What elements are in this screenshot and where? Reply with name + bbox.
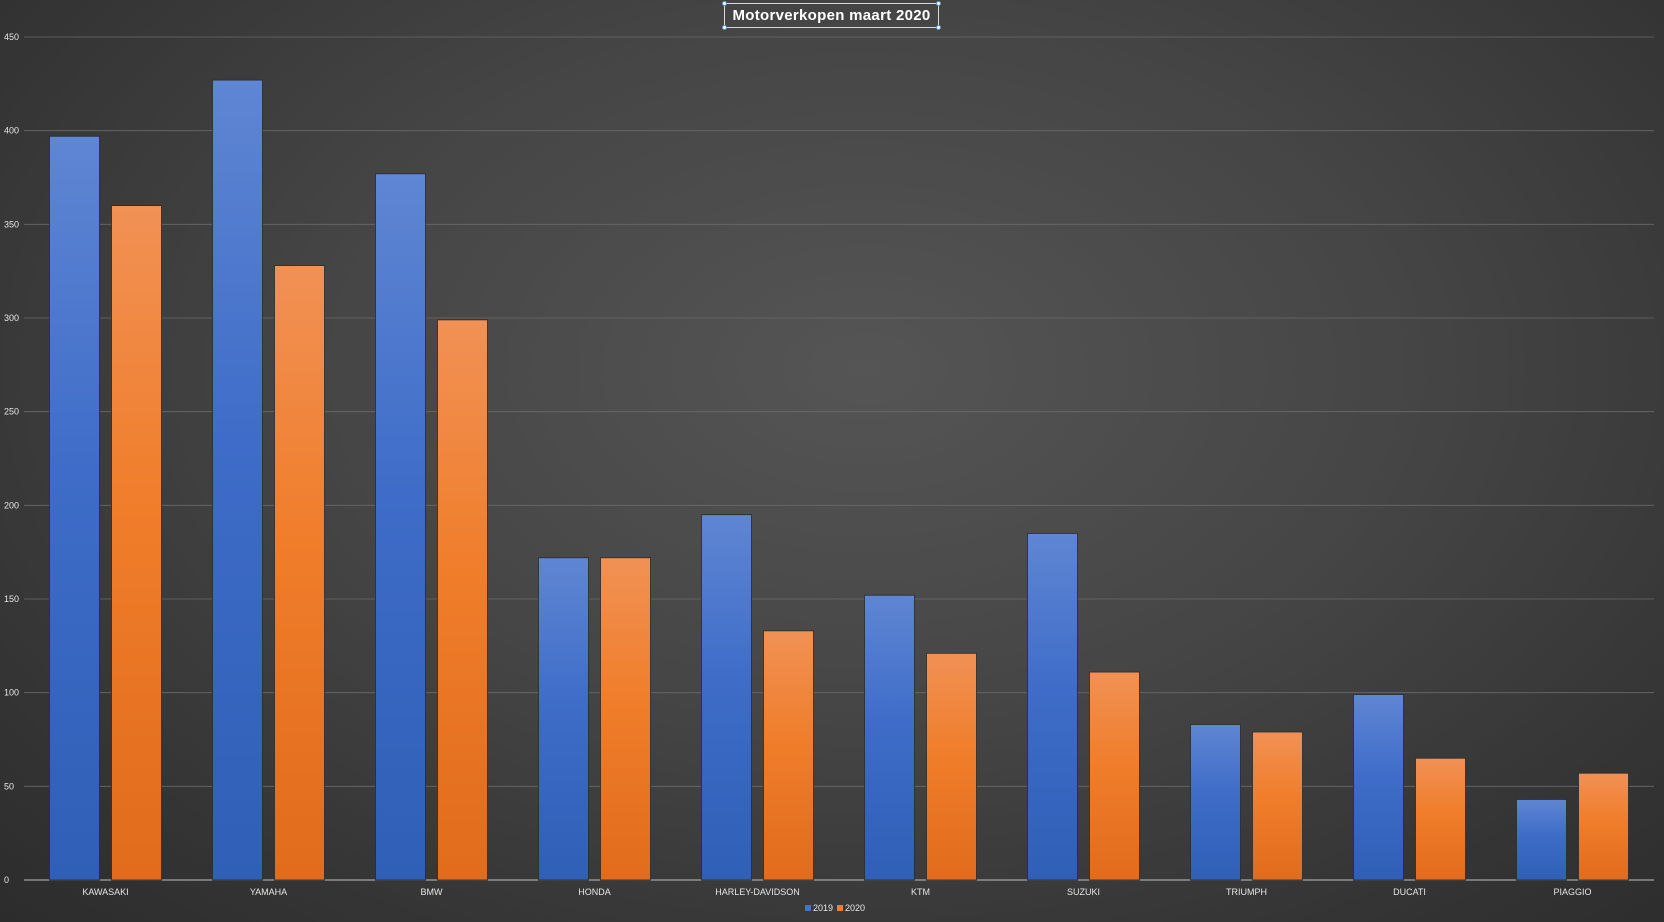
bar-2019[interactable]: [1190, 724, 1241, 881]
selection-handle[interactable]: [722, 25, 727, 30]
x-tick-label: DUCATI: [1393, 887, 1426, 897]
y-tick-label: 200: [4, 500, 19, 510]
bar-2020[interactable]: [1415, 757, 1466, 881]
bars: [49, 79, 1629, 881]
bar-2020[interactable]: [926, 652, 977, 881]
bar-2020[interactable]: [274, 265, 325, 881]
x-tick-label: KAWASAKI: [82, 887, 128, 897]
selection-handle[interactable]: [936, 1, 941, 6]
x-tick-label: YAMAHA: [250, 887, 287, 897]
y-tick-label: 150: [4, 594, 19, 604]
x-tick-label: HONDA: [578, 887, 611, 897]
y-tick-label: 0: [4, 875, 9, 885]
selection-handle[interactable]: [936, 25, 941, 30]
bar-2020[interactable]: [763, 630, 814, 881]
bar-2019[interactable]: [864, 594, 915, 881]
bar-2020[interactable]: [111, 205, 162, 881]
legend-swatch: [805, 905, 811, 911]
x-tick-label: BMW: [421, 887, 444, 897]
legend: 2019 2020: [805, 903, 865, 913]
bar-2019[interactable]: [1353, 694, 1404, 881]
legend-label: 2019: [813, 903, 833, 913]
chart-title: Motorverkopen maart 2020: [732, 7, 931, 24]
bar-2019[interactable]: [1027, 533, 1078, 881]
gridlines: [24, 36, 1654, 881]
bar-2020[interactable]: [1252, 731, 1303, 881]
y-tick-label: 400: [4, 126, 19, 136]
bar-2020[interactable]: [437, 319, 488, 881]
bar-2019[interactable]: [49, 135, 100, 881]
bar-2020[interactable]: [600, 557, 651, 881]
bar-2019[interactable]: [538, 557, 589, 881]
y-tick-label: 50: [4, 781, 14, 791]
y-tick-label: 300: [4, 313, 19, 323]
bar-2019[interactable]: [1516, 799, 1567, 881]
x-tick-label: HARLEY-DAVIDSON: [715, 887, 800, 897]
x-tick-label: KTM: [911, 887, 930, 897]
bar-2020[interactable]: [1089, 671, 1140, 881]
bar-2020[interactable]: [1578, 772, 1629, 881]
y-tick-label: 100: [4, 688, 19, 698]
x-tick-label: TRIUMPH: [1226, 887, 1267, 897]
x-tick-label: PIAGGIO: [1553, 887, 1591, 897]
legend-swatch: [837, 905, 843, 911]
legend-label: 2020: [845, 903, 865, 913]
bar-2019[interactable]: [701, 514, 752, 881]
y-tick-label: 250: [4, 407, 19, 417]
bar-2019[interactable]: [375, 173, 426, 881]
chart-title-box[interactable]: Motorverkopen maart 2020: [722, 1, 941, 30]
y-tick-label: 450: [4, 32, 19, 42]
selection-handle[interactable]: [722, 1, 727, 6]
y-tick-label: 350: [4, 219, 19, 229]
axis-labels: 0 50 100 150 200 250 300 350 400 450 KAWASAKI YAMAH…: [4, 32, 1592, 897]
x-tick-label: SUZUKI: [1067, 887, 1100, 897]
bar-2019[interactable]: [212, 79, 263, 881]
